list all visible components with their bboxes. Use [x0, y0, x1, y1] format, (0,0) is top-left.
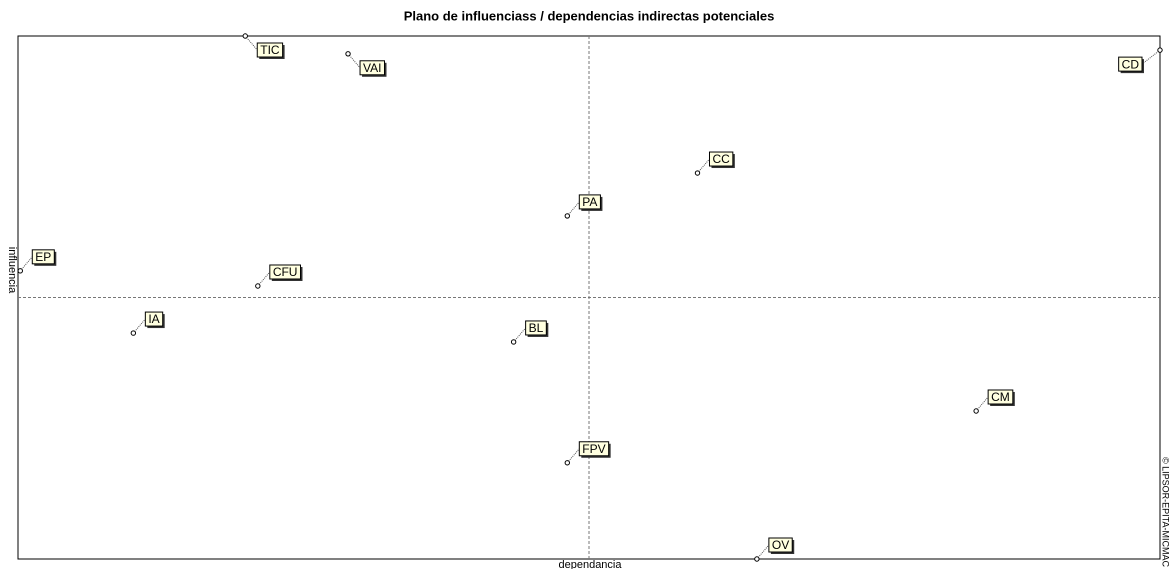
- label-box: [144, 311, 164, 327]
- point: [255, 283, 261, 289]
- point-label-text: CC: [712, 152, 730, 166]
- point-label-text: PA: [582, 195, 597, 209]
- point: [1157, 47, 1163, 53]
- y-axis-label: influencia: [6, 247, 18, 294]
- point: [754, 556, 760, 562]
- label-box: [708, 151, 734, 167]
- point-label-text: EP: [35, 250, 51, 264]
- label-box: [578, 194, 601, 210]
- leader-line: [132, 318, 146, 334]
- point-label-text: OV: [772, 538, 789, 552]
- leader-line: [566, 448, 580, 464]
- point: [242, 33, 248, 39]
- leader-line: [244, 35, 258, 51]
- label-box: [359, 60, 385, 76]
- point: [694, 170, 701, 176]
- point-label-text: IA: [148, 312, 159, 326]
- leader-line: [697, 158, 710, 174]
- point: [564, 213, 571, 219]
- point: [564, 460, 571, 466]
- label-box: [578, 441, 610, 457]
- leader-line: [566, 201, 580, 217]
- point-label-text: CD: [1122, 57, 1140, 71]
- point-label-text: TIC: [260, 43, 280, 57]
- watermark: © LIPSOR-EPITA-MICMAC: [1161, 457, 1170, 567]
- chart-title: Plano de influenciass / dependencias ind…: [404, 8, 775, 23]
- label-box: [525, 320, 547, 336]
- x-axis-label: dependancia: [558, 559, 622, 569]
- leader-line: [513, 327, 527, 343]
- leader-line: [347, 53, 361, 69]
- leader-line: [756, 544, 770, 560]
- label-box: [1118, 56, 1143, 72]
- label-box: [768, 537, 793, 553]
- leader-line: [975, 396, 989, 412]
- leader-line: [19, 256, 33, 272]
- label-box: [987, 389, 1014, 405]
- point: [130, 330, 137, 336]
- point: [510, 339, 517, 345]
- point: [345, 51, 351, 57]
- point: [17, 268, 23, 274]
- point-label-text: FPV: [582, 442, 605, 456]
- point-label-text: BL: [529, 321, 544, 335]
- label-box: [256, 42, 284, 58]
- leader-line: [257, 271, 271, 287]
- label-box: [269, 264, 301, 280]
- leader-line: [1141, 49, 1161, 65]
- point-label-text: VAI: [363, 61, 381, 75]
- point: [973, 408, 979, 414]
- point-label-text: CM: [991, 390, 1010, 404]
- point-label-text: CFU: [273, 265, 298, 279]
- label-box: [31, 249, 55, 265]
